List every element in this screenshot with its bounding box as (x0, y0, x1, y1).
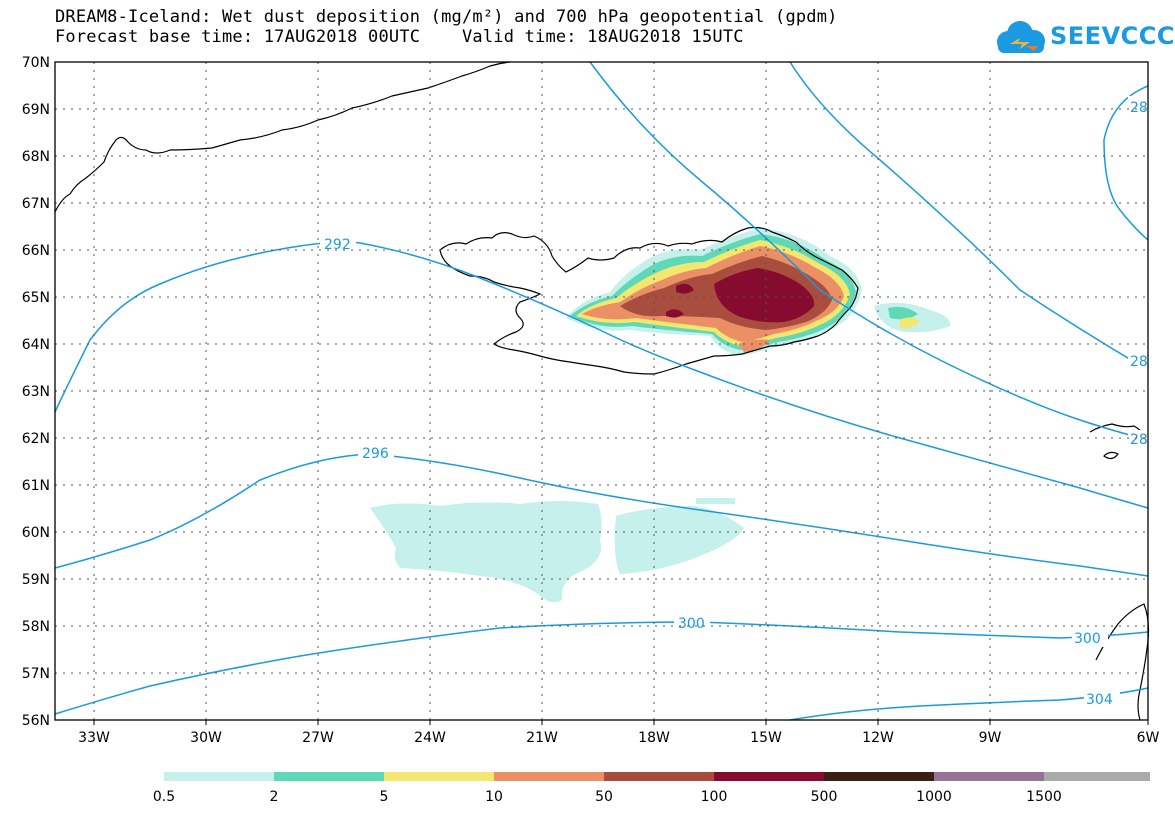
lon-label: 21W (526, 730, 558, 746)
colorbar-label: 100 (701, 789, 728, 805)
contour-label-304: 304 (1086, 692, 1113, 708)
chart-subtitle: Forecast base time: 17AUG2018 00UTC Vali… (55, 27, 744, 47)
lat-label: 59N (22, 572, 50, 588)
colorbar-label: 1500 (1026, 789, 1062, 805)
lon-label: 9W (979, 730, 1002, 746)
iceland-coast (439, 226, 859, 375)
lat-label: 65N (22, 290, 50, 306)
colorbar-label: 50 (595, 789, 613, 805)
greenland-coast (54, 61, 511, 213)
contour-label-288b: 28 (1130, 354, 1148, 370)
lon-label: 18W (638, 730, 670, 746)
lat-label: 67N (22, 196, 50, 212)
contour-300 (54, 621, 1149, 715)
contour-288-a (589, 61, 1149, 441)
contour-label-292: 292 (324, 237, 351, 253)
contour-292 (54, 241, 1149, 509)
lon-label: 27W (302, 730, 334, 746)
lat-label: 58N (22, 619, 50, 635)
cloud-logo-icon (997, 21, 1045, 53)
lon-label: 30W (190, 730, 222, 746)
dust-deposition-field (370, 228, 951, 603)
axis-ticks (93, 720, 1149, 725)
contour-label-296: 296 (362, 446, 389, 462)
lat-label: 56N (22, 713, 50, 729)
colorbar-swatch (1044, 772, 1150, 781)
colorbar-label: 10 (485, 789, 503, 805)
colorbar-swatch (164, 772, 274, 781)
lat-label: 62N (22, 431, 50, 447)
lat-label: 57N (22, 666, 50, 682)
colorbar-swatch (604, 772, 714, 781)
lon-label: 15W (750, 730, 782, 746)
dust-patch-south-west (370, 501, 602, 603)
lat-label: 68N (22, 149, 50, 165)
contour-label-288a: 28 (1130, 100, 1148, 116)
colorbar-swatch (714, 772, 824, 781)
dust-patch-small (696, 498, 735, 504)
colorbar-label: 2 (270, 789, 279, 805)
lat-label: 60N (22, 525, 50, 541)
dust-layer-100 (714, 268, 815, 323)
lon-label: 24W (414, 730, 446, 746)
longitude-labels: 33W 30W 27W 24W 21W 18W 15W 12W 9W 6W (78, 730, 1159, 746)
map-frame (54, 61, 1149, 721)
lat-label: 70N (22, 55, 50, 71)
graticule (55, 62, 1148, 720)
contour-labels: 292 296 300 300 304 28 28 28 (320, 96, 1148, 708)
colorbar-swatch (494, 772, 604, 781)
contour-label-300b: 300 (1074, 631, 1101, 647)
lon-label: 6W (1137, 730, 1160, 746)
lon-label: 12W (862, 730, 894, 746)
contour-288-c (1103, 85, 1149, 241)
contour-label-300: 300 (678, 616, 705, 632)
colorbar-swatch (934, 772, 1044, 781)
contour-296 (54, 453, 1149, 577)
colorbar-label: 500 (811, 789, 838, 805)
chart-title: DREAM8-Iceland: Wet dust deposition (mg/… (55, 7, 838, 27)
logo-text: SEEVCCC (1050, 22, 1175, 50)
colorbar-label: 1000 (916, 789, 952, 805)
lat-label: 69N (22, 102, 50, 118)
contour-label-288c: 28 (1130, 432, 1148, 448)
latitude-labels: 70N 69N 68N 67N 66N 65N 64N 63N 62N 61N … (22, 55, 50, 729)
lat-label: 61N (22, 478, 50, 494)
colorbar-swatch (274, 772, 384, 781)
contour-288-b (789, 61, 1149, 371)
colorbar: 0.5 2 5 10 50 100 500 1000 1500 (153, 772, 1150, 805)
lat-label: 63N (22, 384, 50, 400)
colorbar-label: 5 (380, 789, 389, 805)
lat-label: 64N (22, 337, 50, 353)
dust-patch-south-east (614, 506, 744, 574)
dust-patch-offshore (874, 302, 951, 333)
lon-label: 33W (78, 730, 110, 746)
colorbar-label: 0.5 (153, 789, 175, 805)
lat-label: 66N (22, 243, 50, 259)
colorbar-swatch (824, 772, 934, 781)
colorbar-swatch (384, 772, 494, 781)
